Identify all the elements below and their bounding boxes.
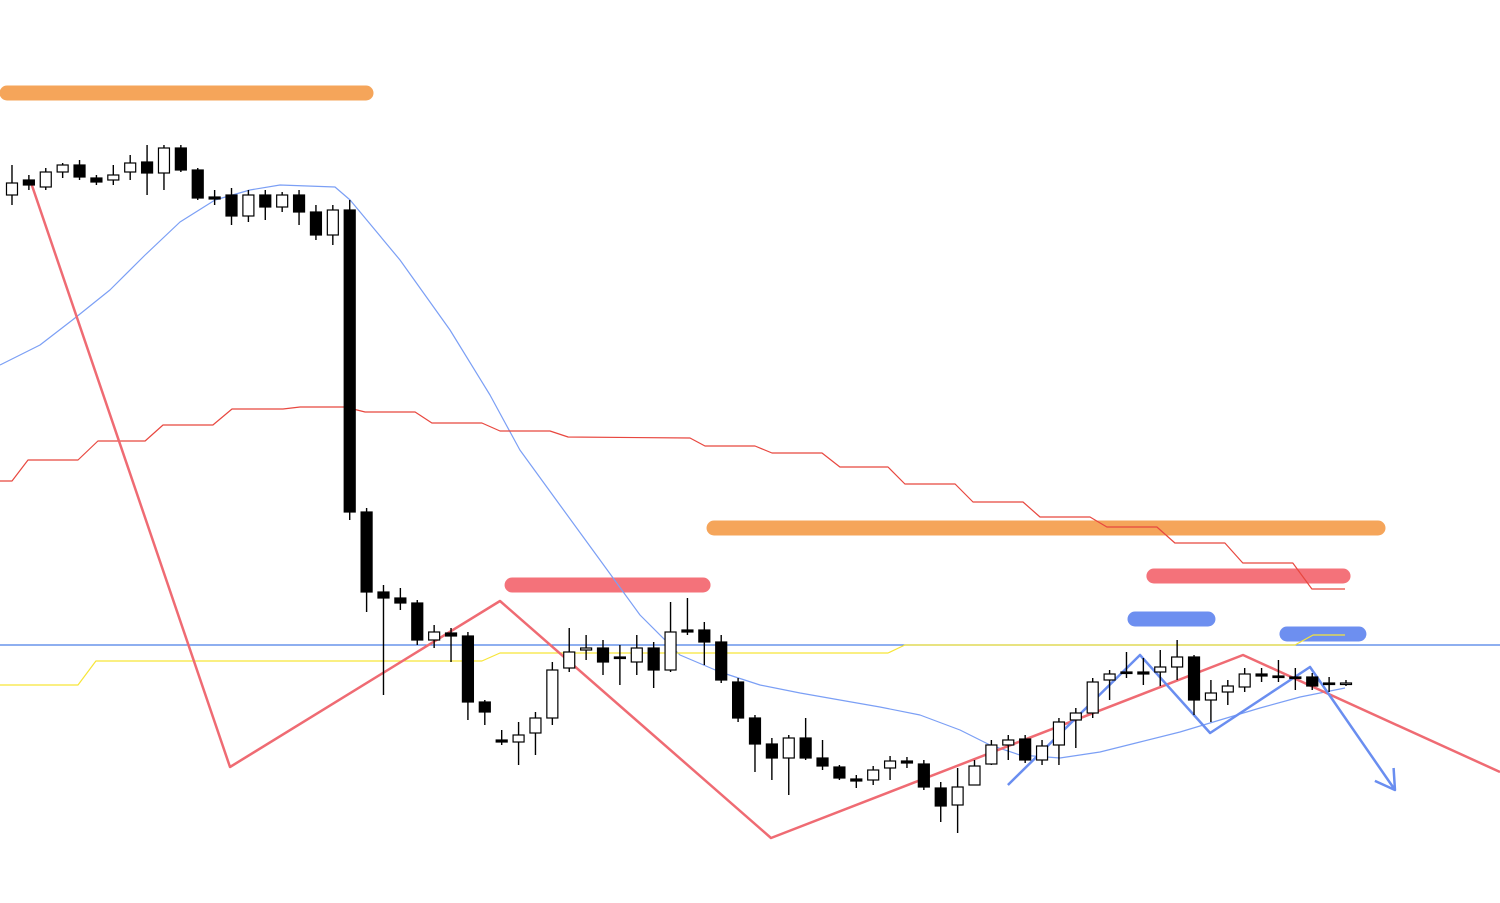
candle-body: [900, 760, 914, 764]
candle-body: [208, 196, 221, 200]
candle-body: [174, 147, 187, 171]
indicator-line: [0, 634, 1345, 686]
candle-body: [1052, 721, 1066, 746]
candle-body: [1069, 712, 1082, 721]
candle-body: [867, 769, 880, 781]
indicator-line: [0, 406, 1345, 590]
candle-body: [1137, 671, 1150, 675]
candle-body: [1002, 739, 1015, 746]
candle-body: [394, 597, 407, 604]
candle-body: [56, 164, 69, 173]
candle-body: [546, 669, 559, 719]
candle-body: [360, 511, 373, 593]
candle-body: [90, 177, 103, 183]
candle-body: [124, 162, 137, 173]
indicator-line: [0, 184, 1346, 759]
candle-body: [495, 739, 508, 743]
candle-body: [461, 635, 475, 703]
candle-body: [1272, 675, 1285, 679]
candle-body: [157, 147, 171, 174]
candle-body: [681, 629, 694, 633]
candle-body: [225, 194, 238, 217]
candle-body: [1187, 656, 1201, 701]
candle-body: [934, 787, 947, 807]
candle-body: [529, 717, 542, 734]
candle-body: [748, 717, 762, 745]
candle-body: [613, 656, 626, 660]
candle-body: [191, 169, 204, 199]
candle-body: [580, 647, 593, 651]
candle-body: [1306, 676, 1319, 687]
candle-body: [782, 737, 795, 759]
candle-body: [917, 763, 930, 788]
candle-body: [850, 778, 863, 782]
candle-body: [1086, 681, 1099, 714]
candle-body: [799, 737, 812, 759]
candle-body: [596, 647, 610, 663]
candle-body: [1221, 685, 1234, 693]
candle-body: [411, 602, 424, 641]
candle-body: [1204, 692, 1218, 701]
candle-body: [326, 209, 339, 236]
candle-body: [428, 631, 441, 641]
candle-body: [478, 701, 491, 713]
candle-body: [731, 681, 745, 719]
candle-body: [630, 647, 643, 663]
candle-body: [1255, 673, 1268, 677]
candle-body: [833, 766, 846, 779]
candle-body: [563, 651, 576, 669]
candle-body: [1289, 676, 1302, 680]
candle-body: [715, 641, 728, 681]
candle-body: [664, 631, 677, 671]
candle-body: [1019, 738, 1032, 761]
candle-body: [968, 765, 981, 786]
candle-body: [22, 179, 35, 186]
candle-body: [1171, 656, 1184, 668]
candle-body: [444, 632, 458, 637]
candle-body: [985, 744, 998, 765]
candle-body: [5, 182, 19, 196]
candle-body: [765, 743, 778, 759]
candle-body: [1103, 673, 1116, 681]
candle-body: [292, 194, 306, 213]
candle-body: [377, 591, 390, 599]
candle-body: [276, 194, 289, 208]
arrow-head: [1374, 767, 1397, 792]
candle-body: [647, 647, 660, 671]
candle-body: [951, 786, 964, 806]
candle-body: [816, 757, 829, 767]
candle-body: [242, 194, 255, 217]
candle-body: [512, 734, 525, 743]
candle-body: [73, 164, 86, 178]
candle-body: [1035, 745, 1049, 761]
candle-body: [883, 760, 897, 769]
candle-body: [309, 211, 323, 236]
candle-body: [1120, 671, 1133, 675]
candle-body: [259, 194, 272, 208]
candle-body: [698, 629, 711, 643]
candle-body: [1154, 666, 1167, 673]
candle-body: [1339, 682, 1353, 686]
candle-body: [343, 209, 356, 513]
candle-body: [39, 171, 52, 188]
trend-line: [28, 179, 1500, 840]
candle-body: [1323, 682, 1336, 686]
candle-body: [107, 174, 120, 181]
candle-body: [140, 161, 154, 174]
candle-body: [1238, 673, 1251, 688]
